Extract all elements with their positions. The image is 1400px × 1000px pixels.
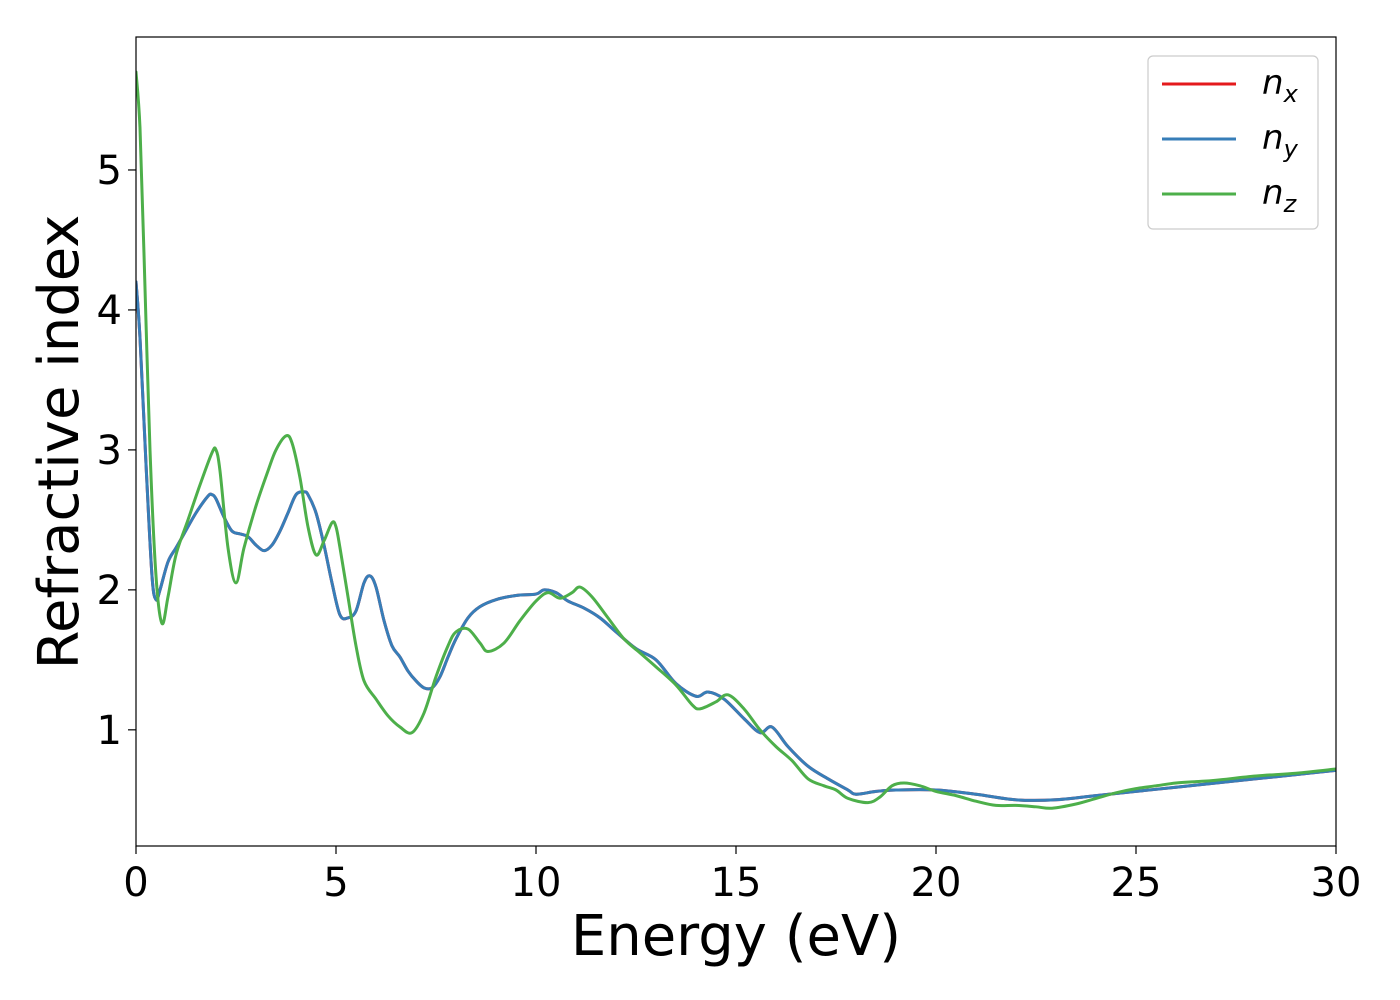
series-line-nz xyxy=(136,70,1336,810)
legend-label-ny: ny xyxy=(1262,118,1299,163)
x-tick-label: 25 xyxy=(1111,860,1162,906)
y-tick-label: 5 xyxy=(97,148,122,194)
x-tick-label: 20 xyxy=(911,860,962,906)
y-axis-title: Refractive index xyxy=(27,215,92,670)
x-tick-label: 5 xyxy=(323,860,348,906)
y-tick-label: 3 xyxy=(97,428,122,474)
y-axis-ticks: 1 2 3 4 5 xyxy=(97,148,136,754)
x-tick-label: 10 xyxy=(511,860,562,906)
series-layer xyxy=(136,70,1336,810)
x-axis-ticks: 0 5 10 15 20 25 30 xyxy=(123,846,1361,906)
series-line-ny xyxy=(136,280,1336,802)
legend-box xyxy=(1147,55,1319,230)
x-axis-title: Energy (eV) xyxy=(571,904,901,969)
series-line-nx xyxy=(136,280,1336,802)
y-tick-label: 4 xyxy=(97,288,122,334)
x-tick-label: 30 xyxy=(1311,860,1362,906)
y-tick-label: 2 xyxy=(97,568,122,614)
x-tick-label: 0 xyxy=(123,860,148,906)
y-tick-label: 1 xyxy=(97,708,122,754)
legend-label-nx: nx xyxy=(1262,63,1299,108)
x-tick-label: 15 xyxy=(711,860,762,906)
